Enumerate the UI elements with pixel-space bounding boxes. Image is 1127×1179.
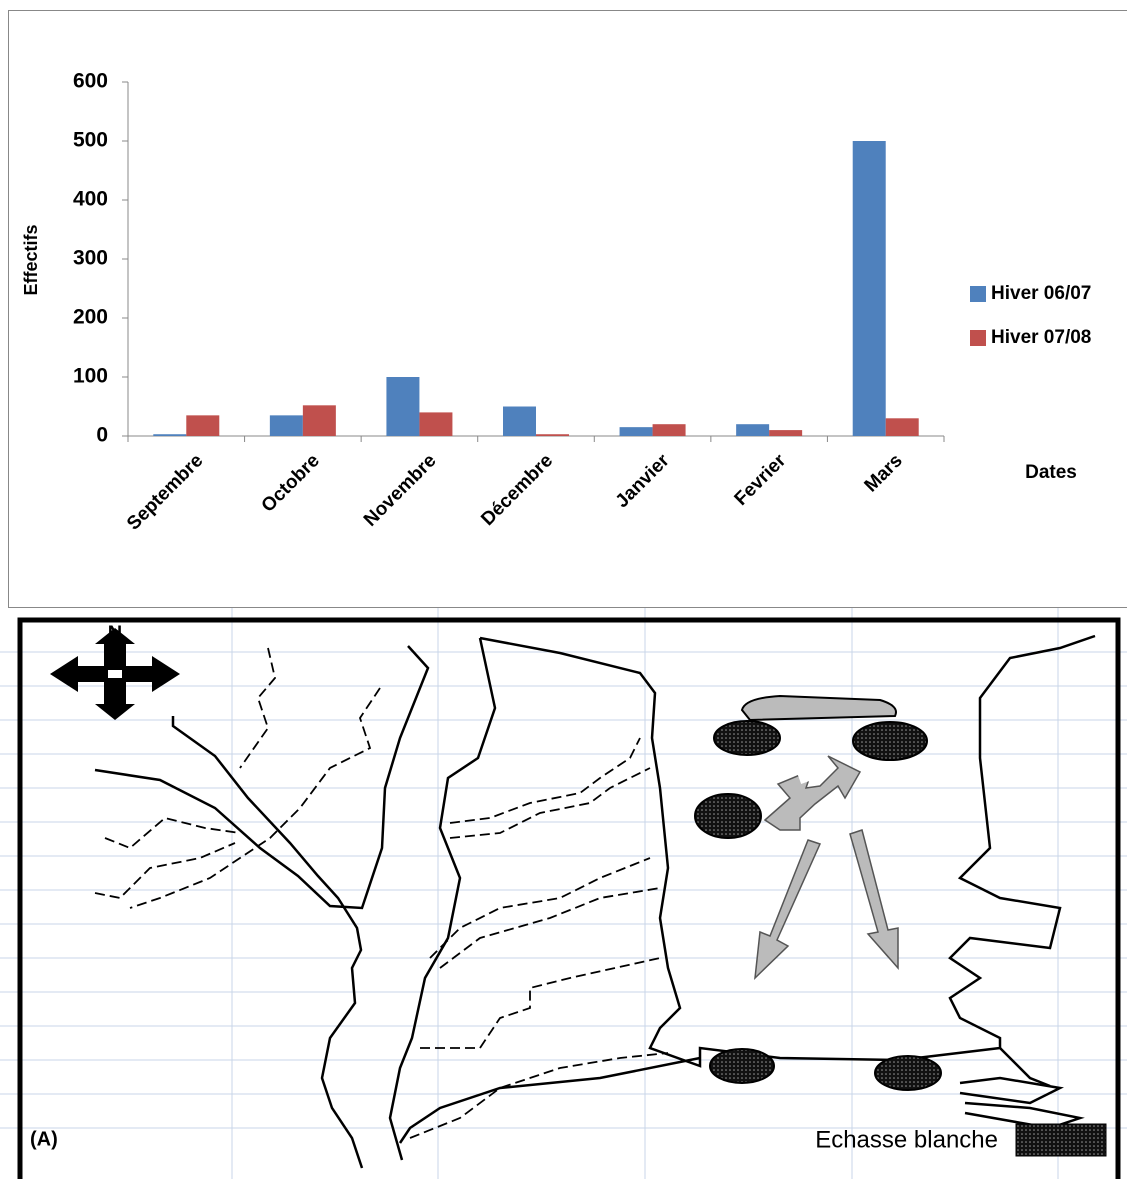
map-frame — [20, 620, 1118, 1179]
rivers — [95, 636, 1095, 1168]
bar — [419, 412, 452, 436]
y-tick-label: 100 — [73, 365, 108, 388]
bar — [769, 430, 802, 436]
chart-frame — [9, 11, 1127, 608]
legend-swatch — [970, 286, 986, 302]
bar — [886, 418, 919, 436]
map-legend-label: Echasse blanche — [815, 1126, 998, 1153]
panel-label: (A) — [30, 1128, 58, 1150]
y-tick-label: 0 — [96, 424, 108, 447]
bar — [653, 424, 686, 436]
page: {"chart_data": {"type": "bar", "y_label"… — [0, 0, 1127, 1179]
bar — [386, 377, 419, 436]
bar — [153, 434, 186, 436]
bar — [536, 434, 569, 436]
bar — [736, 424, 769, 436]
sites — [695, 696, 941, 1090]
legend-label: Hiver 06/07 — [991, 283, 1091, 304]
map-legend-swatch — [1016, 1124, 1106, 1156]
movement-arrows — [755, 756, 898, 978]
bar — [303, 405, 336, 436]
bar — [503, 407, 536, 437]
y-axis-title: Effectifs — [21, 224, 41, 295]
y-tick-label: 500 — [73, 129, 108, 152]
y-tick-label: 600 — [73, 70, 108, 93]
y-tick-label: 300 — [73, 247, 108, 270]
legend-label: Hiver 07/08 — [991, 327, 1091, 348]
x-axis-title: Dates — [1025, 462, 1077, 483]
canals — [95, 648, 668, 1138]
bar — [270, 415, 303, 436]
y-tick-label: 400 — [73, 188, 108, 211]
bar — [853, 141, 886, 436]
bar — [186, 415, 219, 436]
chart: Effectifs Dates 0100200300400500600Septe… — [0, 0, 1127, 608]
map: N (A) Echasse blanche — [0, 608, 1127, 1179]
legend-swatch — [970, 330, 986, 346]
north-label: N — [108, 622, 122, 644]
north-arrow: N — [50, 622, 180, 720]
y-tick-label: 200 — [73, 306, 108, 329]
bar — [620, 427, 653, 436]
